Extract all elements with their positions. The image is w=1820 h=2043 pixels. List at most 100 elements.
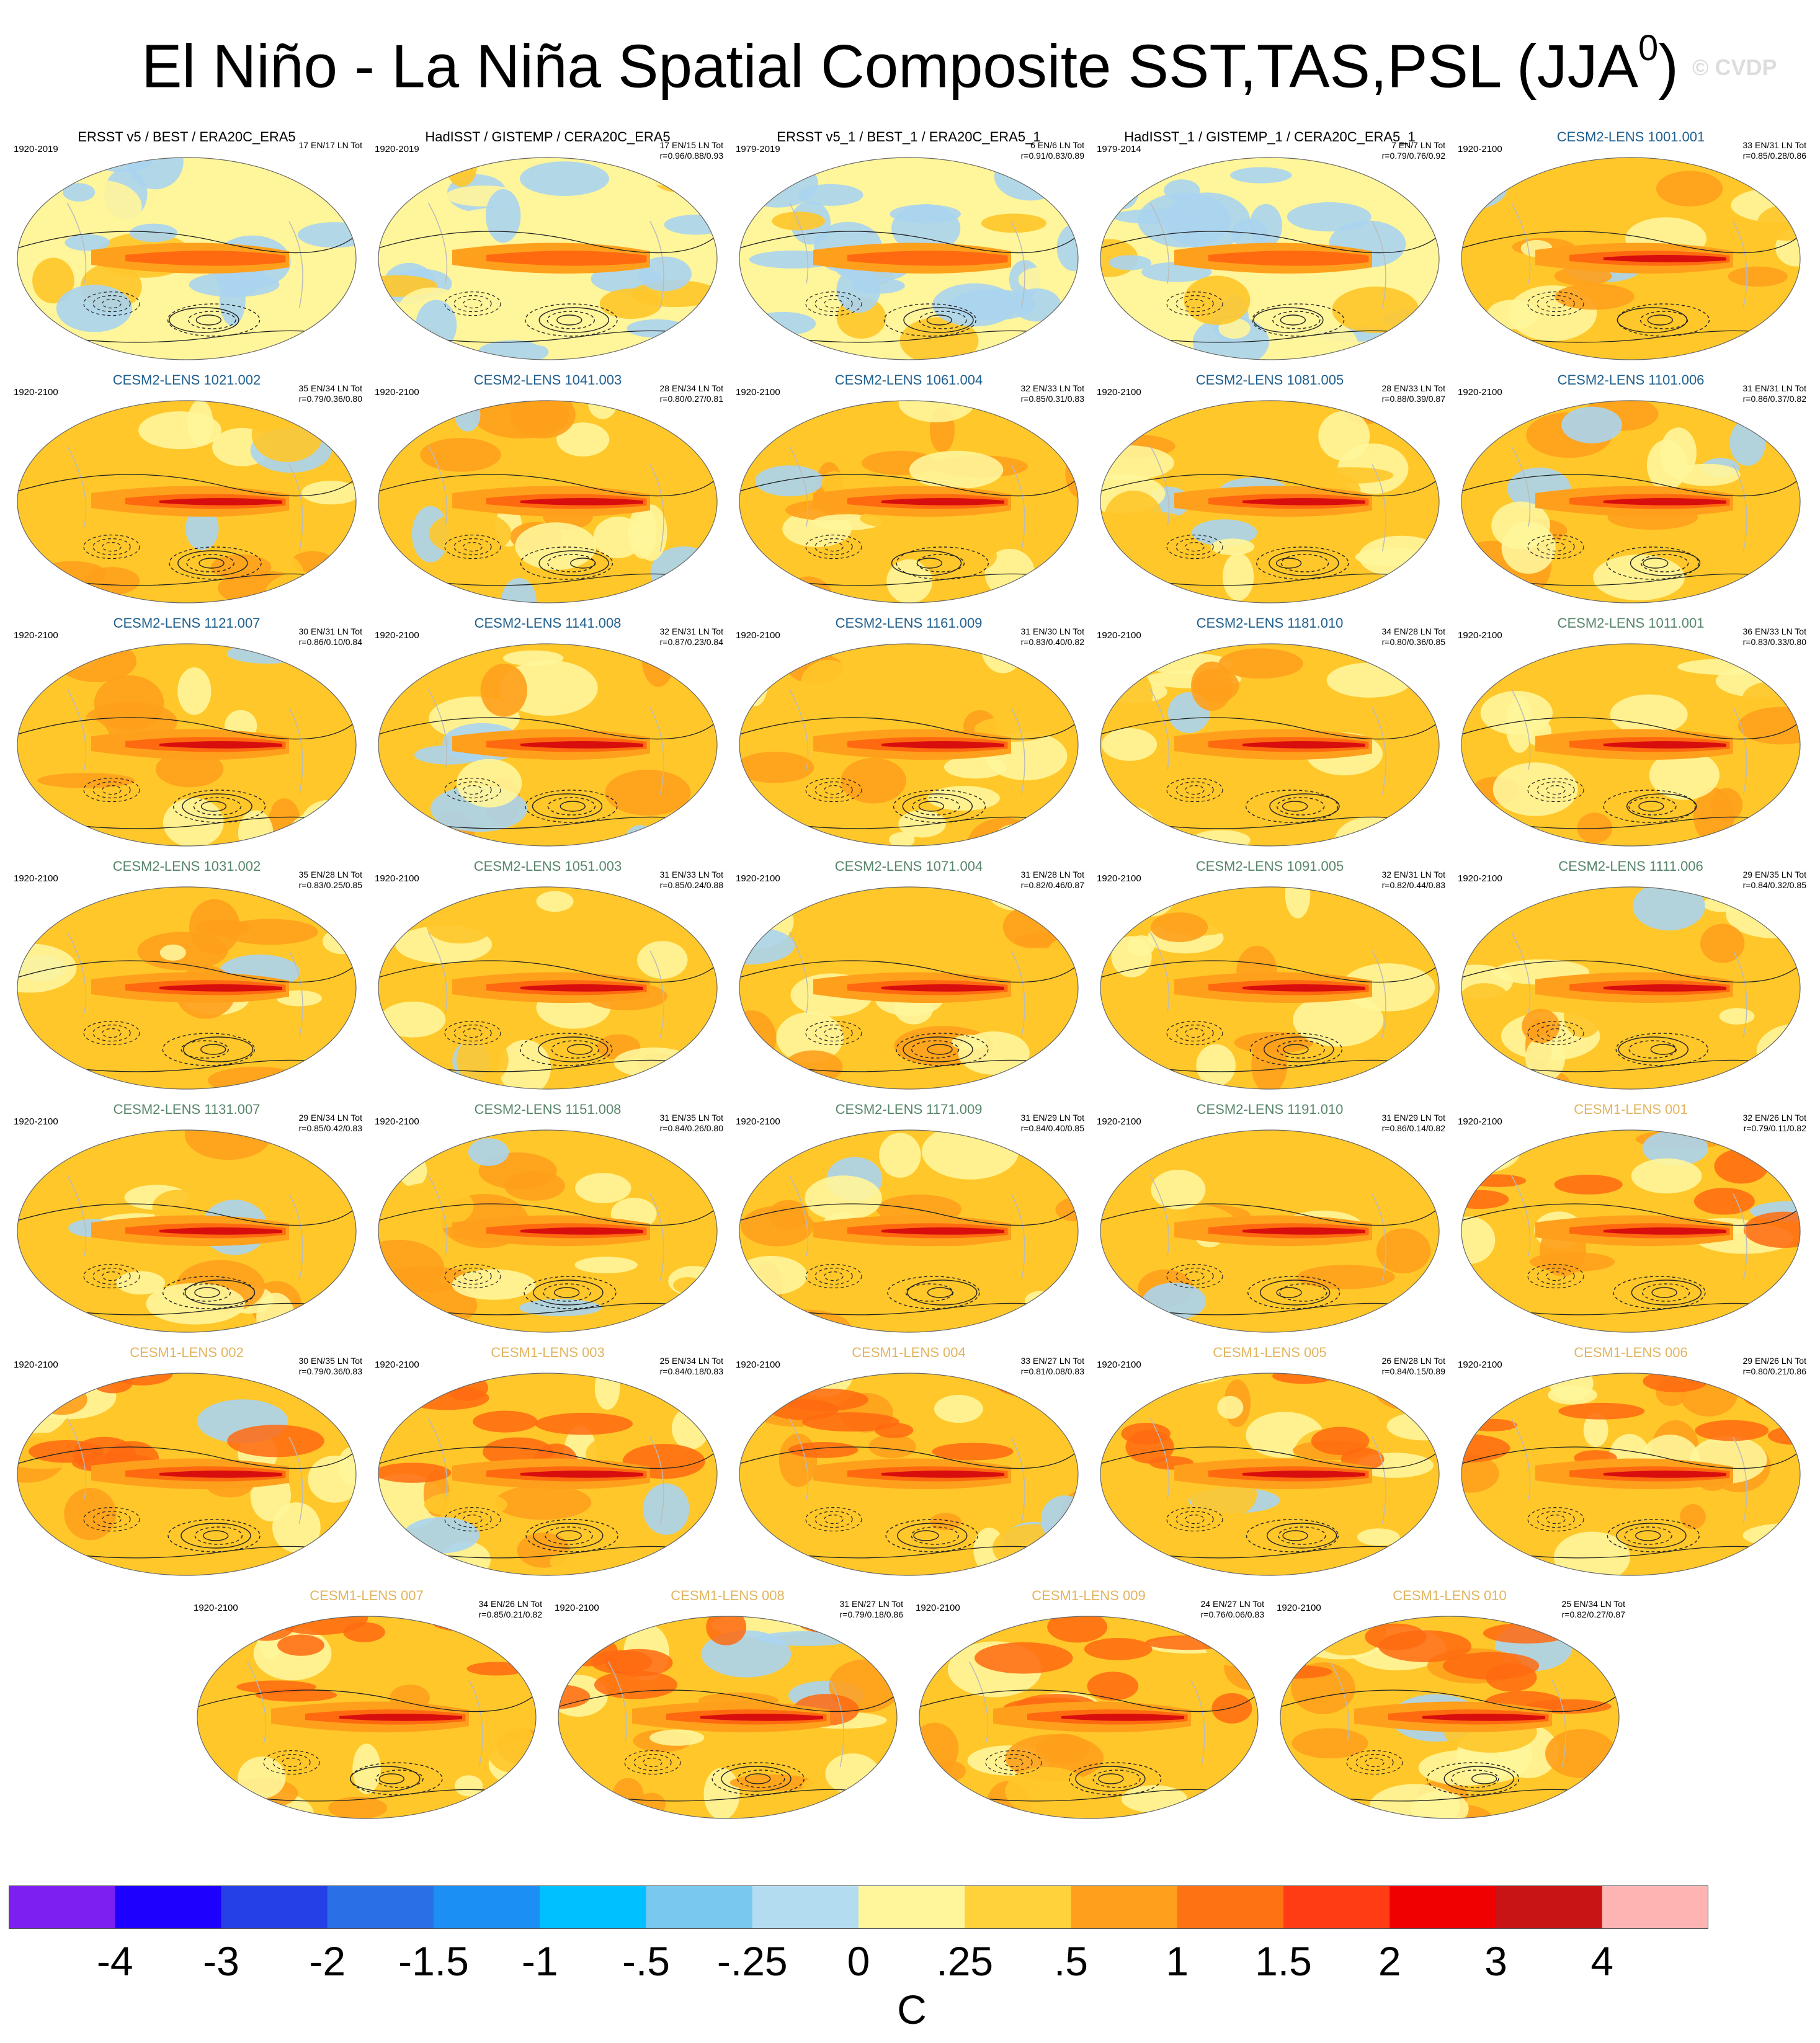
panel-years: 1920-2100 bbox=[1097, 387, 1141, 398]
panel-event-count: 31 EN/29 LN Tot bbox=[1381, 1113, 1445, 1123]
panel-title: CESM1-LENS 005 bbox=[1213, 1345, 1327, 1360]
panel-years: 1920-2100 bbox=[14, 1360, 58, 1370]
map-robinson bbox=[739, 1129, 1079, 1333]
panel-pattern-correlation: r=0.85/0.21/0.82 bbox=[478, 1609, 542, 1619]
colorbar-swatch bbox=[1496, 1885, 1603, 1929]
colorbar-swatch bbox=[540, 1885, 646, 1929]
panel-years: 1920-2100 bbox=[1458, 144, 1502, 154]
map-robinson bbox=[17, 157, 357, 360]
panel-event-count: 7 EN/7 LN Tot bbox=[1391, 140, 1445, 150]
panel-years: 1920-2100 bbox=[1458, 873, 1502, 884]
map-robinson bbox=[558, 1616, 898, 1819]
map-robinson bbox=[17, 400, 357, 603]
colorbar-tick-label: -.25 bbox=[716, 1938, 788, 1984]
panel-pattern-correlation: r=0.82/0.46/0.87 bbox=[1020, 880, 1084, 890]
panel-title: CESM2-LENS 1051.003 bbox=[473, 858, 622, 874]
map-robinson bbox=[17, 643, 357, 847]
panel-stats: 26 EN/28 LN Tot r=0.84/0.15/0.89 bbox=[1382, 1356, 1445, 1377]
panel-event-count: 31 EN/29 LN Tot bbox=[1020, 1113, 1084, 1123]
map-panel: ERSST v5 / BEST / ERA20C_ERA5 1920-2019 17… bbox=[10, 124, 364, 366]
map-panel: CESM2-LENS 1071.004 1920-2100 31 EN/28 LN … bbox=[732, 853, 1086, 1095]
panel-stats: 29 EN/34 LN Tot r=0.85/0.42/0.83 bbox=[299, 1113, 362, 1134]
panel-stats: 25 EN/34 LN Tot r=0.82/0.27/0.87 bbox=[1562, 1599, 1625, 1620]
panel-title: CESM2-LENS 1131.007 bbox=[113, 1102, 261, 1117]
map-robinson bbox=[739, 400, 1079, 603]
map-robinson bbox=[1100, 643, 1440, 847]
map-panel: CESM2-LENS 1011.001 1920-2100 36 EN/33 LN … bbox=[1454, 610, 1808, 852]
colorbar-tick-label: -1 bbox=[521, 1938, 558, 1984]
colorbar-tick-label: .25 bbox=[936, 1938, 994, 1984]
panel-years: 1920-2100 bbox=[375, 1116, 419, 1127]
panel-pattern-correlation: r=0.80/0.21/0.86 bbox=[1742, 1366, 1806, 1376]
panel-stats: 29 EN/35 LN Tot r=0.84/0.32/0.85 bbox=[1743, 870, 1806, 891]
panel-pattern-correlation: r=0.76/0.06/0.83 bbox=[1200, 1609, 1264, 1619]
panel-pattern-correlation: r=0.87/0.23/0.84 bbox=[659, 637, 723, 647]
map-robinson bbox=[378, 400, 718, 603]
panel-stats: 31 EN/28 LN Tot r=0.82/0.46/0.87 bbox=[1021, 870, 1084, 891]
map-robinson bbox=[1100, 1373, 1440, 1576]
panel-years: 1920-2100 bbox=[1458, 1360, 1502, 1370]
panel-event-count: 34 EN/28 LN Tot bbox=[1381, 626, 1445, 636]
panel-pattern-correlation: r=0.81/0.08/0.83 bbox=[1020, 1366, 1084, 1376]
panel-title: CESM1-LENS 002 bbox=[130, 1345, 244, 1360]
panel-pattern-correlation: r=0.84/0.26/0.80 bbox=[659, 1123, 723, 1133]
panel-stats: 33 EN/27 LN Tot r=0.81/0.08/0.83 bbox=[1021, 1356, 1084, 1377]
panel-event-count: 36 EN/33 LN Tot bbox=[1742, 626, 1806, 636]
panel-title: CESM1-LENS 010 bbox=[1393, 1588, 1507, 1603]
map-robinson bbox=[739, 643, 1079, 847]
panel-event-count: 24 EN/27 LN Tot bbox=[1200, 1599, 1264, 1609]
map-panel: CESM1-LENS 006 1920-2100 29 EN/26 LN Tot r=… bbox=[1454, 1340, 1808, 1582]
map-robinson bbox=[919, 1616, 1259, 1819]
panel-title: ERSST v5 / BEST / ERA20C_ERA5 bbox=[78, 129, 296, 145]
panel-years: 1920-2100 bbox=[555, 1603, 599, 1613]
panel-title: CESM1-LENS 007 bbox=[310, 1588, 424, 1603]
panel-title: CESM2-LENS 1071.004 bbox=[834, 858, 983, 874]
panel-pattern-correlation: r=0.79/0.76/0.92 bbox=[1381, 151, 1445, 161]
map-robinson bbox=[1461, 1129, 1801, 1333]
map-panel: CESM1-LENS 005 1920-2100 26 EN/28 LN Tot r=… bbox=[1093, 1340, 1447, 1582]
panel-event-count: 30 EN/31 LN Tot bbox=[298, 626, 362, 636]
panel-pattern-correlation: r=0.88/0.39/0.87 bbox=[1381, 394, 1445, 404]
panel-pattern-correlation: r=0.85/0.28/0.86 bbox=[1742, 151, 1806, 161]
panel-years: 1920-2100 bbox=[1458, 630, 1502, 641]
map-panel: CESM1-LENS 001 1920-2100 32 EN/26 LN Tot r=… bbox=[1454, 1097, 1808, 1338]
map-robinson bbox=[1461, 886, 1801, 1090]
panel-stats: 32 EN/26 LN Tot r=0.79/0.11/0.82 bbox=[1743, 1113, 1806, 1134]
panel-title: CESM2-LENS 1041.003 bbox=[473, 372, 622, 388]
panel-stats: 24 EN/27 LN Tot r=0.76/0.06/0.83 bbox=[1201, 1599, 1264, 1620]
map-panel: CESM2-LENS 1141.008 1920-2100 32 EN/31 LN … bbox=[371, 610, 725, 852]
colorbar-unit: C bbox=[897, 1987, 927, 2032]
colorbar-tick-label: 1.5 bbox=[1255, 1938, 1312, 1984]
panel-years: 1920-2100 bbox=[14, 630, 58, 641]
map-robinson bbox=[1280, 1616, 1620, 1819]
panel-event-count: 31 EN/31 LN Tot bbox=[1742, 383, 1806, 393]
map-panel: HadISST_1 / GISTEMP_1 / CERA20C_ERA5_1 19… bbox=[1093, 124, 1447, 366]
panel-stats: 31 EN/29 LN Tot r=0.84/0.40/0.85 bbox=[1021, 1113, 1084, 1134]
map-robinson bbox=[17, 1373, 357, 1576]
map-panel: CESM1-LENS 008 1920-2100 31 EN/27 LN Tot r=… bbox=[551, 1583, 904, 1825]
panel-stats: 34 EN/28 LN Tot r=0.80/0.36/0.85 bbox=[1382, 626, 1445, 648]
map-robinson bbox=[1461, 157, 1801, 360]
colorbar-swatch bbox=[221, 1885, 328, 1929]
map-robinson bbox=[17, 886, 357, 1090]
title-season-superscript: 0 bbox=[1638, 28, 1659, 68]
panel-stats: 25 EN/34 LN Tot r=0.84/0.18/0.83 bbox=[660, 1356, 723, 1377]
map-panel: CESM2-LENS 1111.006 1920-2100 29 EN/35 LN … bbox=[1454, 853, 1808, 1095]
map-robinson bbox=[739, 886, 1079, 1090]
panel-pattern-correlation: r=0.82/0.27/0.87 bbox=[1561, 1609, 1625, 1619]
panel-years: 1920-2100 bbox=[194, 1603, 238, 1613]
colorbar-swatch bbox=[1177, 1885, 1284, 1929]
panel-event-count: 31 EN/27 LN Tot bbox=[839, 1599, 903, 1609]
panel-years: 1920-2100 bbox=[375, 873, 419, 884]
panel-years: 1920-2100 bbox=[736, 630, 780, 641]
panel-pattern-correlation: r=0.84/0.40/0.85 bbox=[1020, 1123, 1084, 1133]
panel-title: CESM2-LENS 1031.002 bbox=[112, 858, 261, 874]
panel-stats: 31 EN/35 LN Tot r=0.84/0.26/0.80 bbox=[660, 1113, 723, 1134]
map-robinson bbox=[378, 157, 718, 360]
panel-stats: 31 EN/31 LN Tot r=0.86/0.37/0.82 bbox=[1743, 383, 1806, 404]
panel-years: 1920-2100 bbox=[1277, 1603, 1321, 1613]
panel-pattern-correlation: r=0.79/0.11/0.82 bbox=[1743, 1123, 1806, 1133]
map-panel: CESM2-LENS 1151.008 1920-2100 31 EN/35 LN … bbox=[371, 1097, 725, 1338]
panel-stats: 35 EN/28 LN Tot r=0.83/0.25/0.85 bbox=[299, 870, 362, 891]
panel-pattern-correlation: r=0.84/0.15/0.89 bbox=[1381, 1366, 1445, 1376]
